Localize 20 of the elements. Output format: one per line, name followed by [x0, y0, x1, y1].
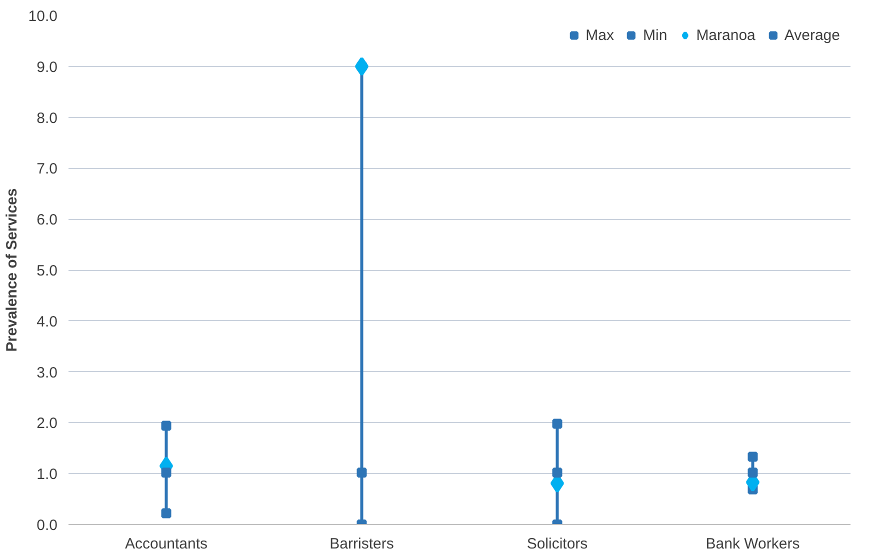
- y-tick-label: 1.0: [36, 466, 58, 484]
- y-tick-label: 5.0: [36, 262, 58, 280]
- legend-label: Min: [643, 26, 668, 44]
- y-axis-title: Prevalence of Services: [3, 188, 20, 352]
- legend-label: Average: [784, 26, 840, 44]
- y-tick-label: 9.0: [36, 58, 58, 76]
- x-tick-label: Accountants: [124, 536, 208, 552]
- x-tick-label: Bank Workers: [706, 536, 800, 552]
- y-tick-label: 0.0: [36, 517, 58, 534]
- y-tick-label: 6.0: [36, 212, 58, 229]
- x-tick-label: Solicitors: [526, 536, 588, 552]
- y-tick-label: 4.0: [36, 313, 58, 330]
- legend-label: Max: [586, 26, 614, 44]
- y-tick-label: 3.0: [36, 364, 58, 382]
- y-tick-label: 2.0: [36, 415, 58, 432]
- legend-label: Maranoa: [696, 26, 756, 44]
- y-tick-label: 7.0: [36, 160, 58, 178]
- y-tick-label: 10.0: [28, 8, 58, 25]
- y-tick-label: 8.0: [36, 110, 58, 127]
- x-tick-label: Barristers: [330, 536, 394, 552]
